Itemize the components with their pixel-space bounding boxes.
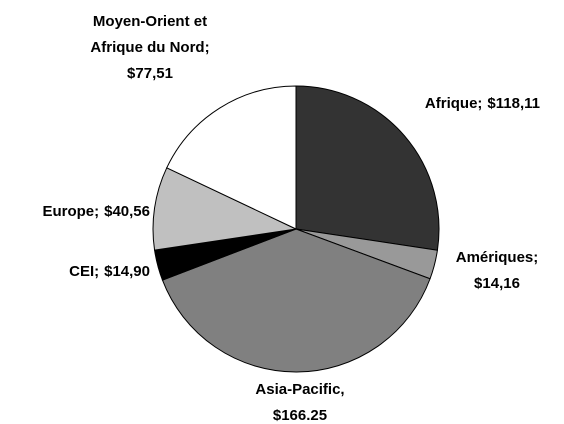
slice-label: Asia-Pacific, $166.25 [255, 381, 344, 424]
slice-category: CEI; [69, 263, 99, 280]
pie-slice [166, 85, 297, 230]
slice-category: Asia-Pacific, [255, 381, 344, 398]
pie-slice [161, 228, 431, 373]
slice-label: Europe; $40,56 [42, 203, 150, 220]
slice-category-line: Afrique du Nord; [90, 39, 209, 56]
slice-category-line: CEI; [69, 263, 99, 280]
slice-value-label: $118,11 [487, 95, 540, 112]
slice-label: CEI; $14,90 [69, 263, 150, 280]
slice-category-line: Asia-Pacific, [255, 381, 344, 398]
slice-category-line: Afrique; [425, 95, 483, 112]
slice-category: Moyen-Orient et Afrique du Nord; [90, 13, 209, 56]
slice-value-label: $166.25 [273, 407, 327, 424]
slice-category: Europe; [42, 203, 99, 220]
pie-slice [152, 167, 298, 251]
slice-category-line: Moyen-Orient et [93, 13, 207, 30]
slice-category: Amériques; [456, 249, 539, 266]
slice-value-label: $40,56 [104, 203, 150, 220]
slice-value-label: $14,16 [474, 275, 520, 292]
slice-category-line: Amériques; [456, 249, 539, 266]
slice-label: Amériques; $14,16 [456, 249, 539, 292]
slice-category: Afrique; [425, 95, 483, 112]
slice-value-label: $14,90 [104, 263, 150, 280]
pie-slice [295, 85, 440, 251]
slice-label: Afrique; $118,11 [425, 95, 540, 112]
slice-label: Moyen-Orient et Afrique du Nord; $77,51 [90, 13, 209, 82]
slice-category-line: Europe; [42, 203, 99, 220]
slice-value-label: $77,51 [127, 65, 173, 82]
